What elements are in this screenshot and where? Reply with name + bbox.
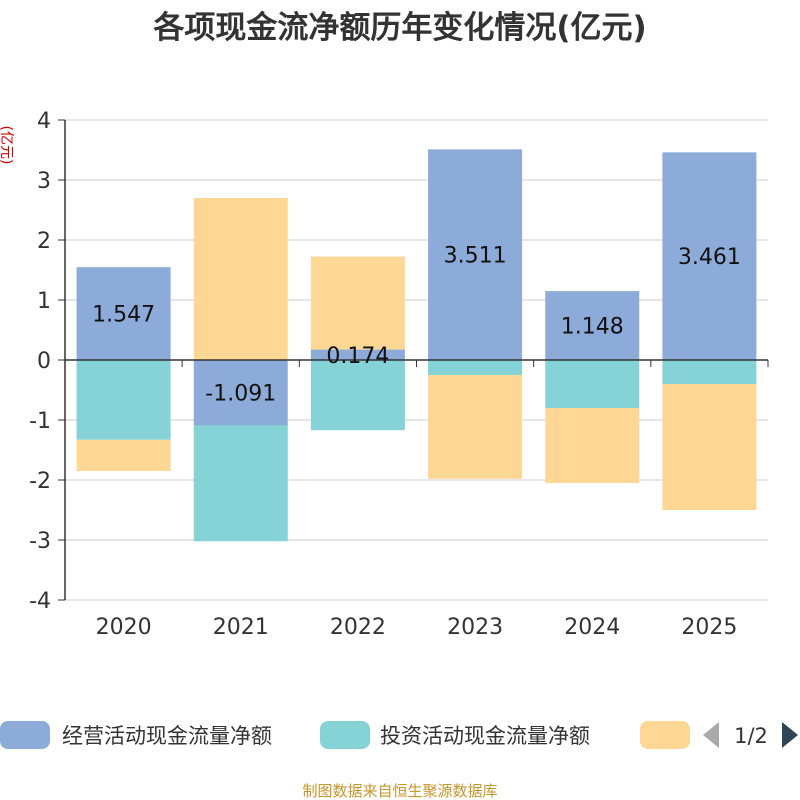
data-label-2023: 3.511 — [444, 244, 507, 269]
grid-lines — [65, 119, 768, 601]
y-tick-label: 4 — [37, 109, 51, 134]
legend-label-2: 投资活动现金流量净额 — [380, 724, 590, 748]
legend-next-page-icon[interactable] — [782, 722, 798, 748]
data-labels: 1.547 -1.091 0.174 3.511 1.148 3.461 — [92, 244, 741, 407]
bar-2023-series-2 — [428, 360, 523, 375]
y-tick-label: -2 — [29, 469, 51, 494]
legend-label-1: 经营活动现金流量净额 — [62, 724, 272, 748]
legend-swatch-2 — [320, 721, 370, 749]
y-tick-label: -4 — [29, 589, 51, 614]
data-label-2020: 1.547 — [92, 303, 155, 328]
bar-2022-series-2 — [310, 360, 405, 431]
bar-2025-series-3 — [662, 384, 757, 510]
y-tick-label: 2 — [37, 229, 51, 254]
bar-2022-series-3 — [310, 256, 405, 350]
axes: 4 3 2 1 0 -1 -2 -3 -4 2020 2021 2022 2023 2024 2025 — [29, 109, 769, 640]
y-tick-label: -3 — [29, 529, 51, 554]
bar-2023-series-3 — [428, 375, 523, 479]
bars — [76, 149, 757, 542]
bar-2020-series-2 — [76, 360, 171, 440]
bar-2021-series-2 — [193, 425, 288, 542]
source-footer: 制图数据来自恒生聚源数据库 — [302, 782, 497, 800]
data-label-2025: 3.461 — [678, 245, 741, 270]
bar-2024-series-1 — [545, 291, 640, 360]
data-label-2021: -1.091 — [205, 382, 276, 407]
legend-prev-page-icon[interactable] — [703, 722, 719, 748]
bar-2024-series-2 — [545, 360, 640, 408]
legend: 经营活动现金流量净额 投资活动现金流量净额 1/2 — [0, 721, 798, 749]
chart-title: 各项现金流净额历年变化情况(亿元) — [152, 10, 646, 46]
bar-2025-series-2 — [662, 360, 757, 384]
data-label-2022: 0.174 — [326, 344, 389, 369]
y-tick-label: 3 — [37, 169, 51, 194]
bar-2021-series-1 — [193, 360, 288, 426]
bar-2021-series-3 — [193, 198, 288, 360]
x-tick-label-2021: 2021 — [213, 615, 269, 640]
legend-page-indicator: 1/2 — [734, 724, 768, 748]
x-tick-label-2025: 2025 — [681, 615, 737, 640]
bar-2025-series-1 — [662, 152, 757, 360]
legend-swatch-1 — [0, 721, 50, 749]
bar-2020-series-3 — [76, 439, 171, 471]
y-tick-label: -1 — [29, 409, 51, 434]
x-tick-label-2024: 2024 — [564, 615, 620, 640]
y-axis-unit-label: (亿元) — [0, 126, 14, 165]
bar-2024-series-3 — [545, 408, 640, 483]
x-tick-label-2022: 2022 — [330, 615, 386, 640]
bar-2023-series-1 — [428, 149, 523, 360]
y-tick-label: 1 — [37, 289, 51, 314]
legend-swatch-3 — [640, 721, 690, 749]
y-tick-label: 0 — [37, 349, 51, 374]
x-tick-label-2023: 2023 — [447, 615, 503, 640]
bar-2022-series-1 — [310, 349, 405, 360]
x-tick-label-2020: 2020 — [96, 615, 152, 640]
data-label-2024: 1.148 — [561, 315, 624, 340]
bar-2020-series-1 — [76, 267, 171, 360]
